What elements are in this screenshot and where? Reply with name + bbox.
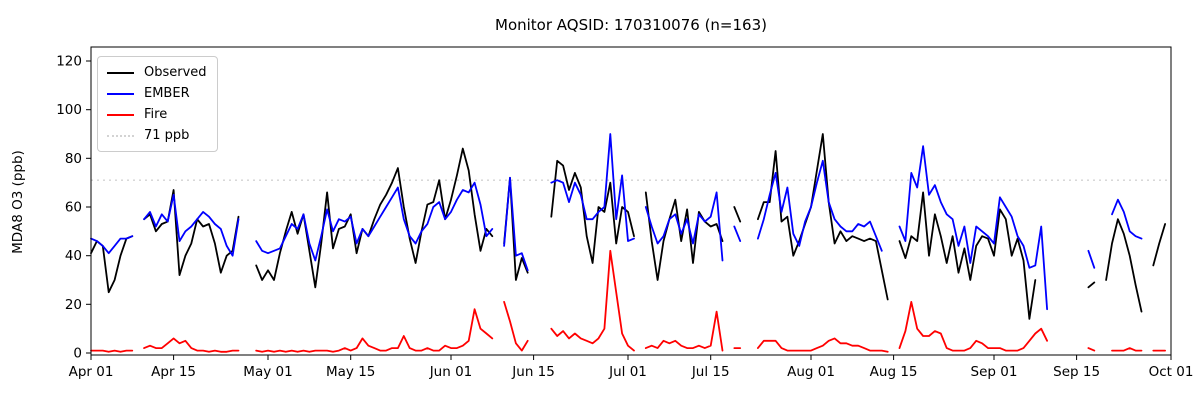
y-tick-label: 60 — [65, 200, 82, 216]
x-tick-label: Jun 15 — [511, 364, 555, 380]
x-tick-label: Aug 15 — [870, 364, 918, 380]
legend-item-ember: EMBER — [107, 83, 207, 104]
y-tick-label: 0 — [73, 346, 82, 362]
legend-label-observed: Observed — [144, 65, 207, 80]
legend: Observed EMBER Fire 71 ppb — [97, 56, 218, 152]
series-line-fire — [90, 249, 1166, 353]
x-tick-label: Apr 01 — [69, 364, 114, 380]
x-tick-label: Jul 01 — [608, 364, 647, 380]
legend-item-threshold: 71 ppb — [107, 125, 207, 146]
ember-line-swatch — [107, 92, 134, 95]
plot-frame — [90, 46, 1172, 356]
y-tick-label: 20 — [65, 297, 82, 313]
x-tick-label: Sep 01 — [971, 364, 1018, 380]
x-tick-label: Jul 15 — [691, 364, 730, 380]
threshold-line-swatch — [107, 134, 134, 137]
chart-title: Monitor AQSID: 170310076 (n=163) — [495, 16, 767, 34]
x-tick-label: May 01 — [243, 364, 292, 380]
y-tick-label: 40 — [65, 248, 82, 264]
legend-label-threshold: 71 ppb — [144, 128, 190, 143]
series-line-observed — [90, 133, 1166, 320]
x-tick-label: Oct 01 — [1149, 364, 1194, 380]
fire-line-swatch — [107, 113, 134, 116]
legend-label-ember: EMBER — [144, 86, 190, 101]
series-line-ember — [90, 133, 1143, 311]
x-tick-label: Apr 15 — [151, 364, 196, 380]
observed-line-swatch — [107, 71, 134, 74]
x-tick-label: Sep 15 — [1053, 364, 1100, 380]
legend-item-fire: Fire — [107, 104, 207, 125]
x-tick-label: Jun 01 — [429, 364, 473, 380]
x-tick-label: Aug 01 — [787, 364, 835, 380]
legend-label-fire: Fire — [144, 107, 168, 122]
y-tick-label: 80 — [65, 151, 82, 167]
y-tick-label: 100 — [56, 102, 82, 118]
x-tick-label: May 15 — [326, 364, 375, 380]
y-tick-label: 120 — [56, 54, 82, 70]
legend-item-observed: Observed — [107, 62, 207, 83]
